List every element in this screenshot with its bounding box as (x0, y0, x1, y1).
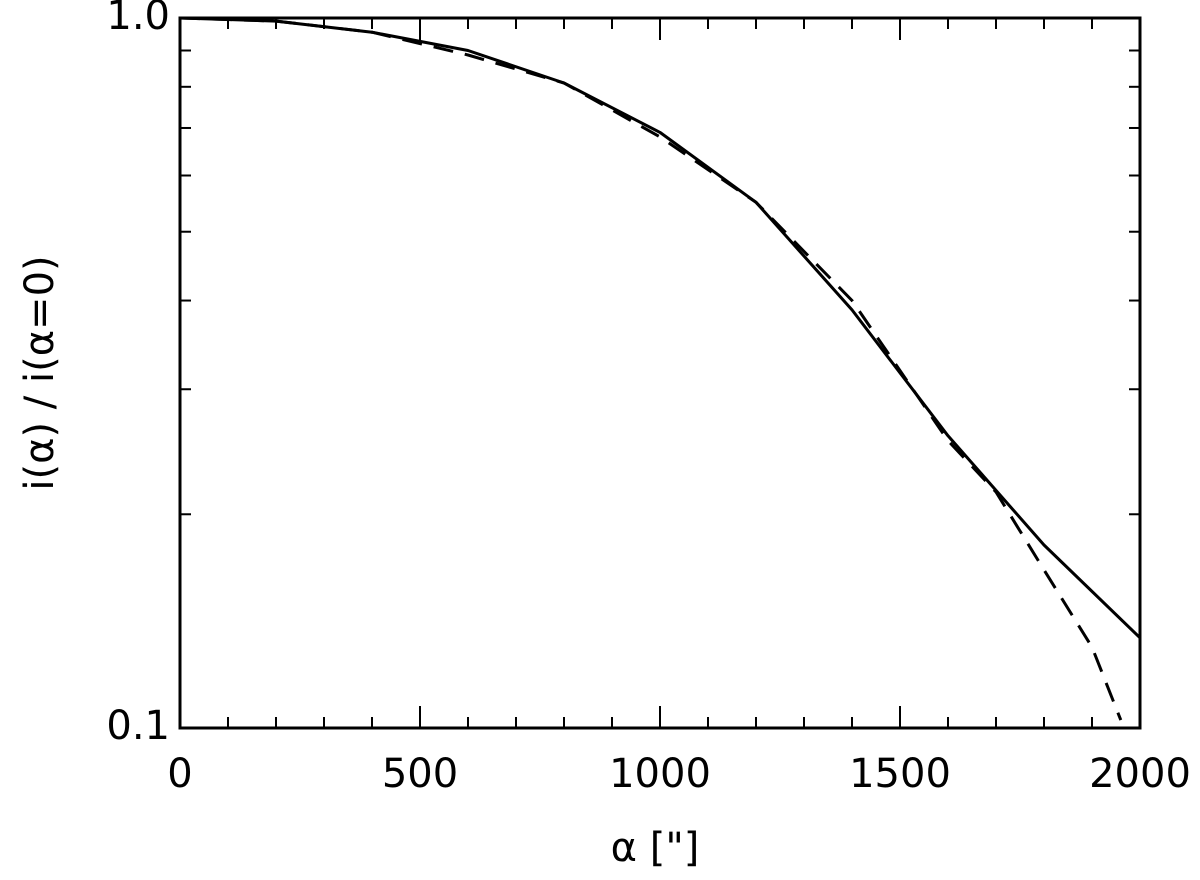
y-tick-label: 1.0 (106, 0, 170, 39)
y-tick-label: 0.1 (106, 703, 170, 749)
line-series (179, 16, 1142, 639)
x-tick-label: 1000 (609, 751, 711, 797)
x-axis-label: α ["] (611, 825, 700, 871)
x-tick-label: 2000 (1089, 751, 1191, 797)
x-tick-label: 0 (167, 751, 192, 797)
line-series (179, 16, 1123, 721)
y-axis-label: i(α) / i(α=0) (17, 255, 63, 490)
x-tick-label: 500 (382, 751, 458, 797)
x-tick-label: 1500 (849, 751, 951, 797)
plot-frame (178, 16, 1142, 730)
